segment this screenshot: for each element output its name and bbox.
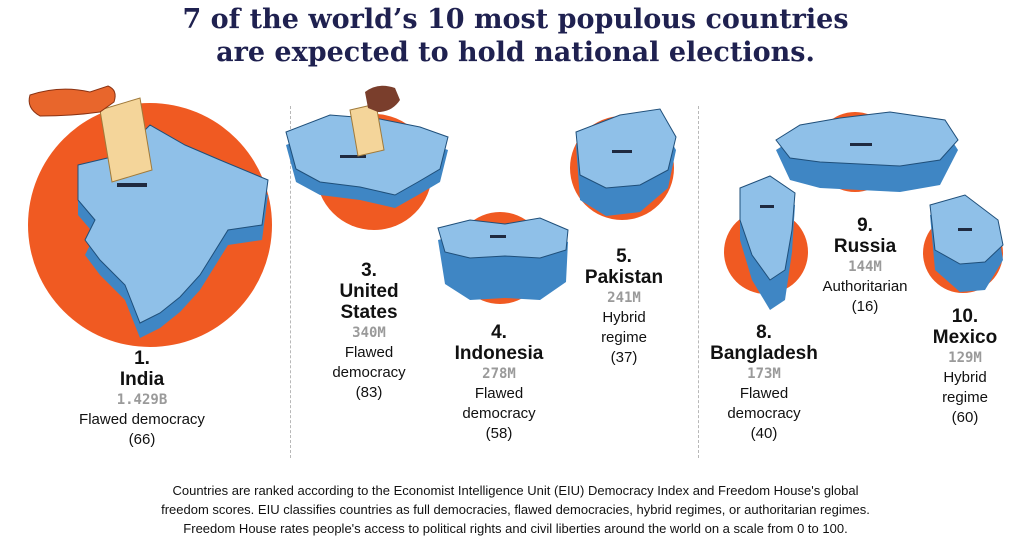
indonesia-illustration [437,212,569,304]
regime: Authoritarian [822,278,908,295]
population: 340M [352,325,386,341]
regime-line-1: Flawed [474,385,524,402]
rank: 4. [491,322,507,343]
rank: 10. [951,306,979,327]
population: 1.429B [116,392,168,408]
country-name-line-1: United [339,281,399,302]
population: 144M [848,259,882,275]
rank: 3. [361,260,377,281]
headline-line-1: 7 of the world’s 10 most populous countr… [182,4,849,35]
population: 241M [607,290,641,306]
regime-line-2: regime [601,329,647,346]
bangladesh-illustration [724,175,808,310]
score: (16) [851,298,879,315]
country-name: India [119,369,165,390]
country-pakistan: 5. Pakistan 241M Hybrid regime (37) [549,246,699,368]
regime-line-2: democracy [332,364,406,381]
usa-illustration [285,85,449,230]
country-india: 1. India 1.429B Flawed democracy (66) [67,348,217,450]
score: (60) [951,409,979,426]
india-hand-icon [28,85,116,117]
russia-map-icon [775,111,959,192]
headline-line-2: are expected to hold national elections. [216,37,815,68]
score: (40) [750,425,778,442]
divider-right [698,106,699,458]
divider-left [290,106,291,458]
score: (83) [355,384,383,401]
country-bangladesh: 8. Bangladesh 173M Flawed democracy (40) [689,322,839,444]
country-name: Mexico [932,327,998,348]
country-name: Pakistan [584,267,664,288]
regime-line-1: Hybrid [943,369,987,386]
rank: 1. [134,348,150,369]
country-name: Indonesia [454,343,544,364]
population: 278M [482,366,516,382]
mexico-illustration [923,194,1004,293]
russia-illustration [775,111,959,192]
score: (66) [128,431,156,448]
indonesia-map-icon [437,217,569,300]
score: (58) [485,425,513,442]
rank: 5. [616,246,632,267]
population: 173M [747,366,781,382]
country-name: Bangladesh [710,343,818,364]
india-illustration [28,85,272,347]
rank: 8. [756,322,772,343]
country-indonesia: 4. Indonesia 278M Flawed democracy (58) [424,322,574,444]
country-russia: 9. Russia 144M Authoritarian (16) [790,215,940,317]
regime: Flawed democracy [79,411,205,428]
pakistan-illustration [570,108,677,220]
footnote-line-1: Countries are ranked according to the Ec… [172,483,859,498]
country-name: Russia [833,236,897,257]
regime-line-1: Flawed [344,344,394,361]
country-name-line-2: States [340,302,398,323]
footnote-line-2: freedom scores. EIU classifies countries… [161,502,870,517]
regime-line-2: democracy [462,405,536,422]
bangladesh-map-icon [739,175,796,310]
usa-ballot-paper-icon [349,103,385,157]
usa-hand-icon [365,85,400,112]
pakistan-map-icon [575,108,677,216]
country-united-states: 3. United States 340M Flawed democracy (… [294,260,444,403]
footnote: Countries are ranked according to the Ec… [0,481,1031,538]
population: 129M [948,350,982,366]
regime-line-2: regime [942,389,988,406]
score: (37) [610,349,638,366]
rank: 9. [857,215,873,236]
india-ballot-paper-icon [99,97,153,183]
regime-line-1: Flawed [739,385,789,402]
footnote-line-3: Freedom House rates people's access to p… [183,521,848,536]
regime-line-1: Hybrid [602,309,646,326]
regime-line-2: democracy [727,405,801,422]
country-mexico: 10. Mexico 129M Hybrid regime (60) [890,306,1031,428]
mexico-map-icon [929,194,1004,292]
